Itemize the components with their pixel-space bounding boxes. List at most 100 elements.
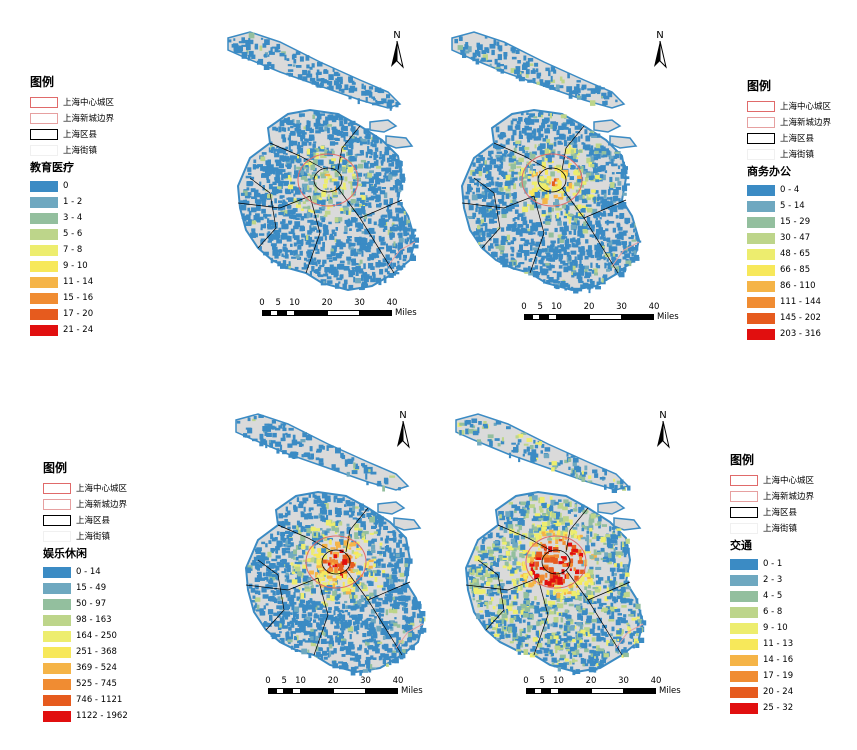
density-cell [389,620,395,626]
density-cell [371,96,375,99]
density-cell [472,598,476,601]
density-cell [283,118,289,121]
density-cell [397,202,403,206]
density-cell [283,210,290,217]
density-cell [269,596,275,602]
density-cell [285,146,288,149]
density-cell [528,119,535,125]
density-cell [347,458,353,464]
density-cell [292,64,296,67]
density-cell [266,179,271,183]
density-cell [489,43,496,49]
density-cell [386,204,390,210]
density-cell [311,603,317,608]
density-cell [614,572,617,576]
density-cell [591,224,595,229]
density-cell [596,244,600,248]
density-cell [327,591,331,594]
density-cell [555,215,558,219]
legend-class-label: 14 - 16 [763,655,794,665]
density-cell [334,238,338,243]
density-cell [274,633,281,638]
legend-boundary-label: 上海新城边界 [63,114,115,124]
density-cell [255,609,261,612]
density-cell [605,228,609,232]
density-cell [392,650,398,653]
density-cell [528,190,534,195]
density-cell [375,101,381,105]
density-cell [303,158,309,162]
density-cell [614,269,618,273]
density-cell [608,221,615,224]
density-cell [345,144,351,147]
density-cell [369,239,375,244]
density-cell [276,45,279,50]
density-cell [286,534,292,539]
density-cell [599,166,605,172]
density-cell [406,237,410,242]
density-cell [361,275,364,281]
density-cell [258,590,261,595]
legend-boundary-label: 上海街镇 [63,146,98,156]
density-cell [293,507,298,512]
density-cell [345,624,351,628]
density-cell [534,192,541,198]
density-cell [352,175,357,180]
density-cell [350,502,356,506]
density-cell [278,203,283,210]
density-cell [582,282,589,288]
density-cell [389,105,393,109]
density-cell [370,186,376,189]
density-cell [411,599,417,604]
density-cell [375,159,379,164]
density-cell [375,277,382,283]
density-cell [520,227,526,234]
density-cell [281,253,284,257]
density-cell [526,126,532,131]
density-cell [312,152,316,159]
legend-class-row: 0 - 14 [43,564,128,580]
density-cell [372,136,378,140]
density-cell [510,199,515,204]
density-cell [560,171,567,178]
density-cell [396,560,399,566]
density-cell [377,186,382,191]
density-cell [470,56,476,60]
density-cell [536,72,542,77]
density-cell [539,79,544,85]
density-cell [321,190,327,195]
density-cell [557,234,563,238]
density-cell [323,632,326,636]
density-cell [518,130,522,136]
density-cell [329,644,333,649]
density-cell [318,146,321,150]
density-cell [351,457,355,461]
density-cell [597,194,600,199]
density-cell [364,213,367,220]
scale-segment [284,688,293,694]
density-cell [279,611,286,615]
density-cell [538,133,544,138]
legend-class-label: 5 - 14 [780,201,805,211]
density-cell [296,452,299,455]
density-cell [550,245,554,250]
density-cell [311,629,318,632]
density-cell [560,256,563,260]
density-cell [364,283,368,288]
density-cell [379,525,382,530]
density-cell [295,254,300,259]
density-cell [346,163,349,168]
scale-segment [548,314,557,320]
density-cell [315,251,320,254]
legend-class-label: 0 - 1 [763,559,783,569]
density-cell [315,123,320,127]
density-cell [361,283,365,289]
density-cell [404,641,408,646]
density-cell [486,164,493,169]
density-cell [542,125,545,129]
density-cell [322,259,327,264]
density-cell [628,248,632,254]
legend-class-row: 98 - 163 [43,612,128,628]
density-cell [296,166,302,170]
